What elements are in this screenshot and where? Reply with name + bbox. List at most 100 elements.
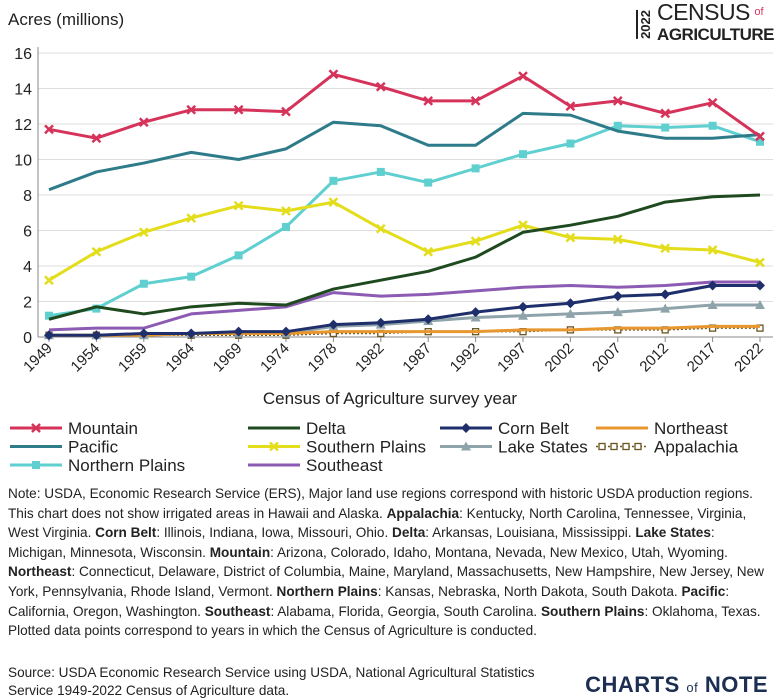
note-text: Southeast: [204, 603, 271, 619]
marker: [281, 106, 291, 117]
chart: Acres (millions) Census of Agriculture s…: [8, 10, 773, 475]
y-axis-label: Acres (millions): [8, 10, 124, 29]
note-text: : Connecticut, Delaware, District of Col…: [8, 564, 764, 599]
marker: [269, 441, 279, 452]
marker: [707, 245, 718, 255]
legend-label: Mountain: [68, 419, 138, 438]
marker: [613, 121, 622, 130]
marker: [470, 96, 481, 106]
marker: [660, 289, 671, 300]
marker: [612, 291, 623, 302]
logo: 2022 CENSUS of AGRICULTURE: [636, 0, 774, 45]
logo-text: CENSUS of AGRICULTURE: [657, 0, 774, 45]
x-tick-label: 2007: [589, 340, 625, 376]
note-text: : Oklahoma, Texas. Plotted data points c…: [8, 603, 761, 639]
marker: [756, 137, 764, 146]
marker: [32, 461, 40, 469]
logo-agriculture: AGRICULTURE: [657, 25, 774, 44]
marker: [634, 442, 642, 451]
marker: [91, 133, 102, 144]
y-tick-label: 12: [14, 117, 32, 134]
legend-item: Delta: [248, 419, 346, 438]
marker: [708, 121, 717, 130]
legend-item: Appalachia: [596, 438, 739, 457]
marker: [281, 206, 291, 216]
brand-right: NOTE: [704, 672, 768, 697]
note-text: Pacific: [681, 583, 726, 599]
marker: [138, 328, 149, 339]
note-text: Appalachia: [386, 505, 460, 521]
note-text: : Michigan, Minnesota, Wisconsin.: [8, 525, 715, 560]
source: Source: USDA Economic Research Service u…: [8, 665, 535, 698]
x-tick-label: 2022: [731, 340, 767, 376]
note-text: : Kentucky, North Carolina, Tennessee, V…: [8, 505, 747, 541]
marker: [660, 108, 671, 119]
x-tick-label: 2017: [684, 340, 720, 376]
marker: [44, 275, 54, 286]
marker: [234, 251, 243, 260]
marker: [755, 257, 765, 268]
legend-item: Southeast: [248, 456, 383, 475]
marker: [598, 442, 606, 451]
marker: [660, 243, 671, 254]
legend-item: Lake States: [440, 438, 588, 457]
line: [48, 124, 761, 318]
line: [48, 111, 761, 192]
x-tick-label: 1987: [399, 340, 435, 376]
logo-census: CENSUS: [657, 0, 750, 25]
marker: [707, 280, 718, 291]
note-text: Delta: [392, 525, 426, 541]
x-tick-label: 1964: [162, 340, 198, 376]
marker: [423, 246, 434, 257]
note-text: Lake States: [635, 525, 711, 541]
line: [48, 200, 761, 282]
line: [48, 280, 760, 332]
note-text: : Arizona, Colorado, Idaho, Montana, Nev…: [270, 544, 728, 560]
note-text: : Arkansas, Louisiana, Mississippi.: [425, 525, 636, 541]
marker: [755, 131, 765, 142]
note-text: : California, Oregon, Washington.: [8, 583, 730, 619]
legend-item: Corn Belt: [440, 419, 569, 438]
x-tick-label: 2002: [542, 340, 578, 376]
y-tick-label: 8: [23, 188, 32, 205]
note-text: Note: USDA, Economic Research Service (E…: [8, 486, 753, 521]
marker: [565, 308, 576, 318]
marker: [328, 69, 339, 80]
brand-left: CHARTS: [585, 672, 680, 697]
marker: [186, 104, 197, 115]
marker: [92, 304, 101, 313]
marker: [186, 213, 197, 223]
legend-item: Northern Plains: [10, 456, 185, 475]
y-tick-label: 16: [14, 46, 32, 63]
legend-label: Pacific: [68, 438, 119, 457]
marker: [470, 307, 481, 318]
marker: [282, 222, 290, 231]
marker: [138, 227, 149, 238]
marker: [566, 139, 575, 148]
x-tick-label: 1982: [352, 340, 388, 376]
legend-label: Northeast: [654, 419, 728, 438]
y-tick-label: 2: [23, 295, 32, 312]
marker: [612, 96, 623, 106]
marker: [376, 167, 385, 176]
marker: [375, 317, 386, 328]
marker: [375, 223, 386, 234]
x-tick-label: 1997: [494, 340, 530, 376]
marker: [660, 303, 671, 313]
note-text: Northeast: [8, 564, 72, 580]
logo-of: of: [754, 6, 764, 18]
legend-item: Northeast: [596, 419, 728, 438]
marker: [471, 164, 480, 173]
logo-year: 2022: [636, 9, 656, 39]
marker: [622, 442, 630, 451]
x-tick-label: 2012: [636, 340, 672, 376]
marker: [610, 442, 618, 451]
marker: [187, 272, 196, 281]
marker: [423, 96, 434, 106]
line: [48, 193, 761, 321]
marker: [44, 330, 54, 341]
marker: [612, 307, 623, 317]
marker: [612, 234, 623, 245]
x-tick-label: 1978: [305, 340, 341, 376]
